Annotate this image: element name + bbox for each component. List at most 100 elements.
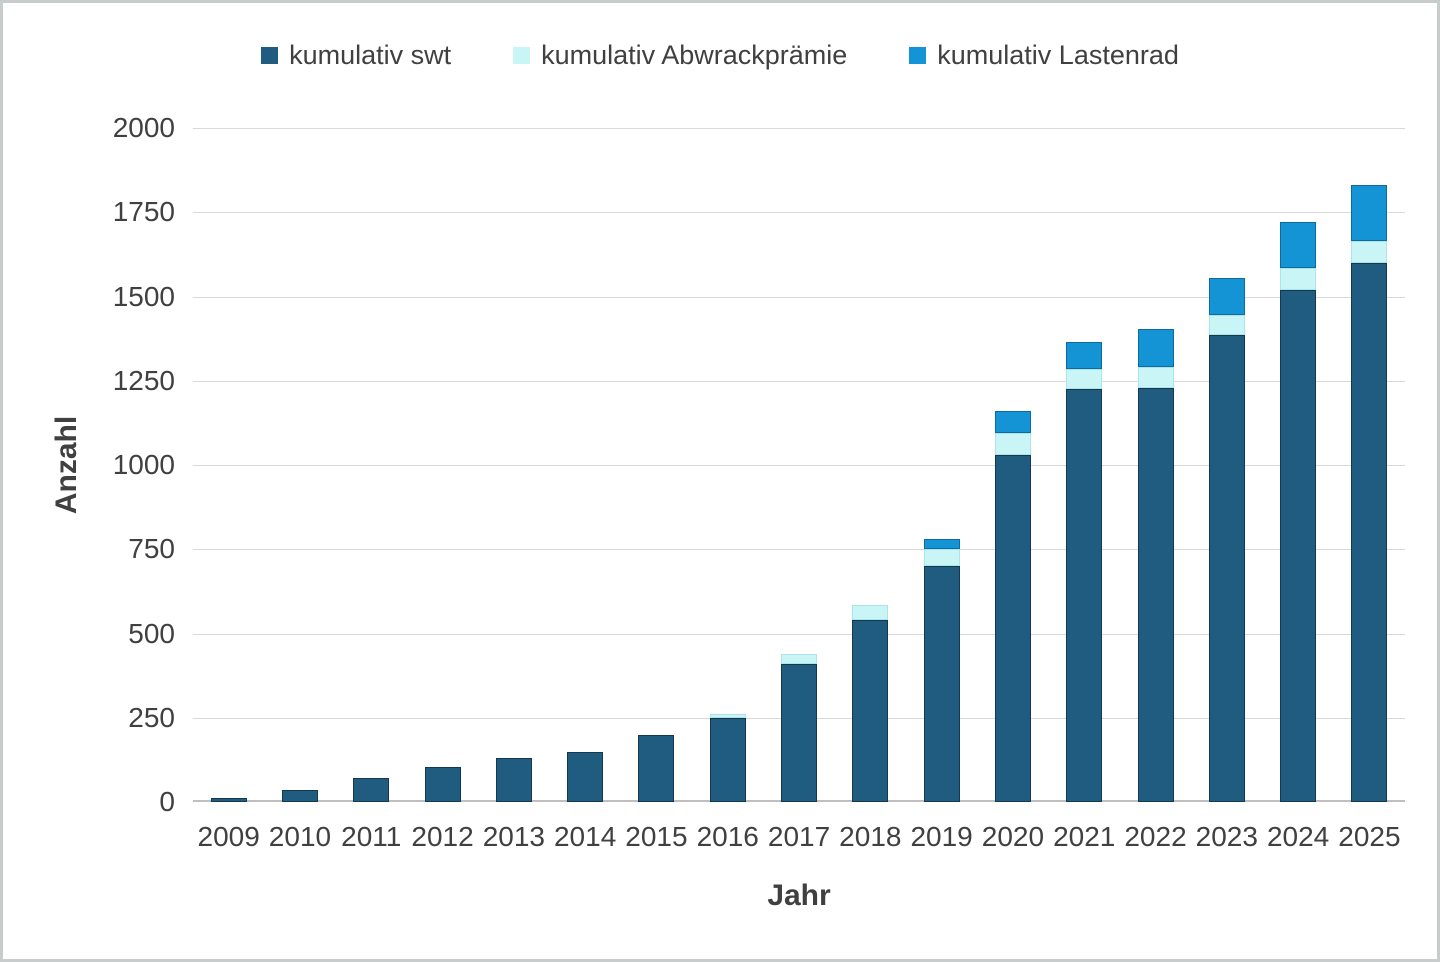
bar-segment-abwrackpraemie (1280, 267, 1317, 290)
legend-item-swt: kumulativ swt (261, 39, 451, 71)
bar-segment-swt (852, 620, 889, 802)
stacked-bar-2019 (923, 539, 960, 802)
y-tick-label: 1250 (112, 365, 175, 396)
bar-segment-swt (281, 790, 318, 802)
bar-segment-swt (495, 758, 532, 802)
bar-segment-swt (1208, 335, 1245, 802)
bar-group-2011 (336, 128, 407, 802)
bar-segment-abwrackpraemie (1351, 240, 1388, 263)
bar-segment-lastenrad (1137, 328, 1174, 368)
stacked-bar-2012 (424, 766, 461, 802)
stacked-bar-2010 (281, 790, 318, 802)
x-tick-label: 2018 (839, 821, 902, 852)
bar-segment-abwrackpraemie (1208, 315, 1245, 336)
gridline (193, 465, 1405, 466)
x-tick-label: 2010 (268, 821, 332, 852)
x-tick-label: 2015 (625, 821, 688, 852)
bar-group-2018 (835, 128, 906, 802)
legend-swatch-abwrackpraemie-icon (513, 46, 531, 64)
x-tick-label: 2020 (981, 821, 1045, 852)
bar-segment-swt (567, 751, 604, 802)
stacked-bar-2018 (852, 604, 889, 802)
legend-swatch-lastenrad-icon (909, 46, 927, 64)
x-tick-label: 2012 (411, 821, 474, 852)
x-axis-tick-labels: 2009 2010 2011 2012 2013 2014 2015 2016 2017 2018… (193, 820, 1405, 854)
stacked-bar-2009 (210, 798, 247, 802)
bar-group-2016 (692, 128, 763, 802)
gridline (193, 549, 1405, 550)
bar-segment-swt (638, 734, 675, 802)
bar-segment-swt (994, 454, 1031, 802)
bar-group-2017 (763, 128, 834, 802)
legend-label-swt: kumulativ swt (289, 40, 452, 70)
stacked-bar-2014 (567, 751, 604, 802)
bar-segment-swt (424, 766, 461, 802)
x-tick-label: 2025 (1338, 821, 1401, 852)
legend-label-lastenrad: kumulativ Lastenrad (937, 40, 1179, 70)
gridline (193, 297, 1405, 298)
gridline (193, 128, 1405, 129)
bar-segment-lastenrad (994, 411, 1031, 434)
bar-segment-swt (353, 778, 390, 802)
bar-segment-abwrackpraemie (709, 713, 746, 718)
y-tick-label: 750 (128, 533, 175, 564)
bar-segment-swt (210, 798, 247, 802)
x-tick-label: 2024 (1266, 821, 1330, 852)
stacked-bar-2013 (495, 758, 532, 802)
bar-group-2025 (1334, 128, 1405, 802)
gridline (193, 212, 1405, 213)
legend-item-lastenrad: kumulativ Lastenrad (909, 39, 1179, 71)
bar-segment-lastenrad (1351, 185, 1388, 241)
x-tick-label: 2023 (1195, 821, 1258, 852)
x-tick-label: 2013 (482, 821, 545, 852)
bar-group-2013 (478, 128, 549, 802)
bar-segment-lastenrad (1208, 278, 1245, 316)
bar-segment-swt (781, 663, 818, 802)
bar-segment-swt (709, 717, 746, 802)
legend: kumulativ swt kumulativ Abwrackprämie ku… (3, 39, 1437, 71)
bar-segment-lastenrad (1280, 222, 1317, 268)
bar-segment-swt (923, 566, 960, 802)
bar-group-2014 (549, 128, 620, 802)
stacked-bar-2017 (781, 653, 818, 802)
stacked-bar-2015 (638, 734, 675, 802)
y-tick-label: 1500 (112, 281, 175, 312)
bar-group-2009 (193, 128, 264, 802)
bar-segment-swt (1137, 387, 1174, 802)
bar-segment-lastenrad (923, 539, 960, 550)
bar-segment-abwrackpraemie (994, 433, 1031, 455)
plot-area (193, 128, 1405, 802)
x-tick-label: 2009 (197, 821, 260, 852)
bars-container (193, 128, 1405, 802)
gridline (193, 381, 1405, 382)
x-tick-label: 2017 (767, 821, 831, 852)
x-axis-title: Jahr (767, 879, 831, 912)
bar-group-2015 (621, 128, 692, 802)
bar-group-2010 (264, 128, 335, 802)
x-tick-label: 2021 (1053, 821, 1116, 852)
x-tick-label: 2022 (1124, 821, 1187, 852)
stacked-bar-2023 (1208, 278, 1245, 802)
bar-segment-swt (1280, 289, 1317, 802)
stacked-bar-2024 (1280, 222, 1317, 802)
y-tick-label: 250 (128, 702, 175, 733)
gridline (193, 634, 1405, 635)
bar-group-2021 (1049, 128, 1120, 802)
bar-segment-lastenrad (1066, 342, 1103, 370)
x-tick-label: 2011 (341, 821, 402, 852)
y-tick-label: 2000 (112, 112, 175, 143)
x-tick-label: 2016 (696, 821, 759, 852)
bar-group-2020 (977, 128, 1048, 802)
stacked-bar-2016 (709, 713, 746, 802)
y-tick-label: 500 (128, 618, 175, 649)
bar-segment-abwrackpraemie (1137, 367, 1174, 388)
bar-segment-abwrackpraemie (852, 604, 889, 620)
legend-label-abwrackpraemie: kumulativ Abwrackprämie (541, 40, 848, 70)
legend-swatch-swt-icon (261, 46, 279, 64)
bar-segment-abwrackpraemie (1066, 369, 1103, 390)
bar-group-2024 (1262, 128, 1333, 802)
bar-segment-abwrackpraemie (923, 549, 960, 567)
x-tick-label: 2014 (553, 821, 617, 852)
stacked-bar-2020 (994, 411, 1031, 802)
